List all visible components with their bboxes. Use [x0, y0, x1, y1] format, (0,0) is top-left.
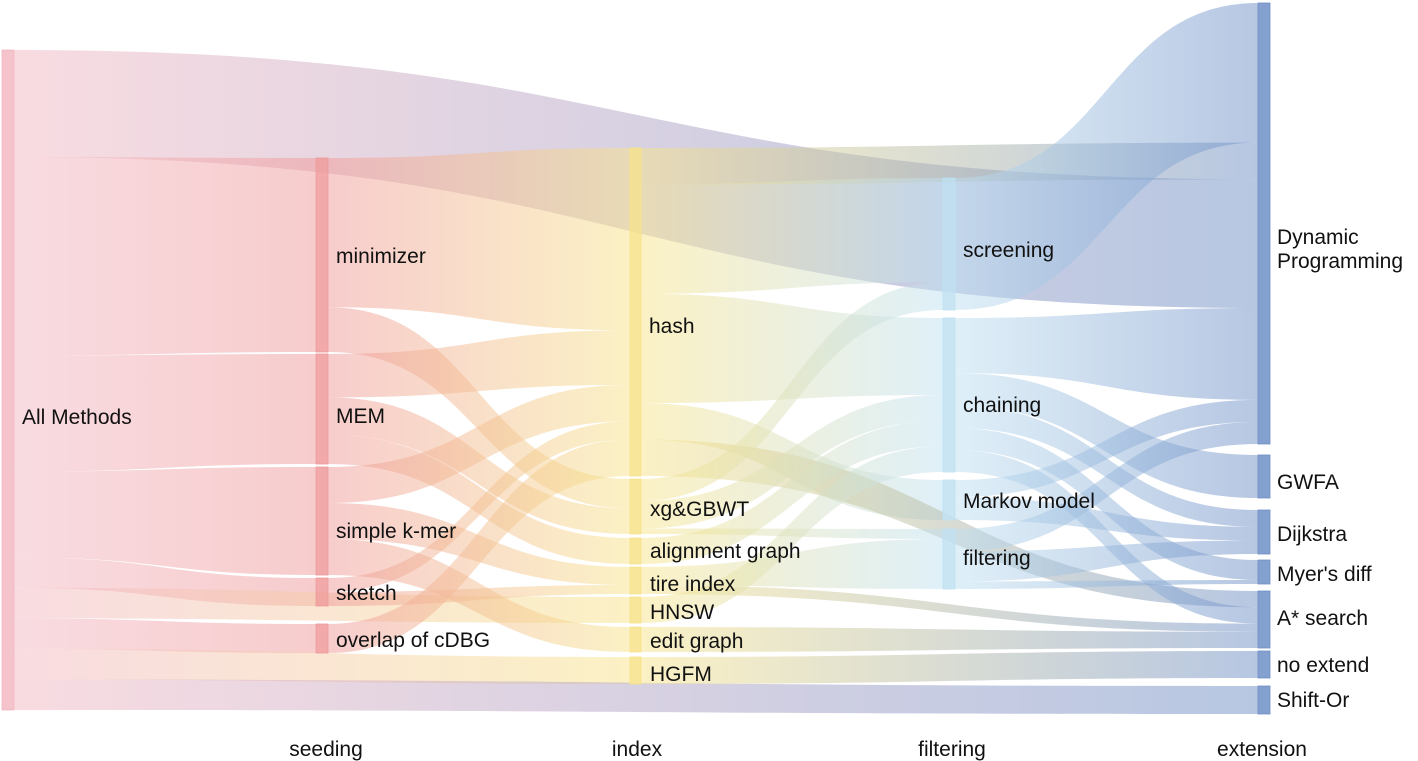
sankey-nodes — [1, 2, 1271, 715]
node-label-hnsw: HNSW — [650, 601, 714, 624]
node-label-sketch: sketch — [336, 582, 397, 605]
link-hash-to-screening — [641, 178, 943, 294]
node-markov — [942, 479, 956, 521]
node-noext — [1257, 650, 1271, 679]
node-gwfa — [1257, 454, 1271, 499]
node-alig — [629, 537, 642, 565]
node-label-myers: Myer's diff — [1277, 563, 1372, 586]
link-markov-to-dijkstra — [955, 497, 1258, 541]
link-all-to-mem — [14, 354, 316, 472]
node-label-minimizer: minimizer — [336, 245, 426, 268]
link-simple-to-hash — [328, 384, 630, 503]
link-chaining-to-astar — [955, 450, 1258, 624]
link-mem-to-hash — [328, 330, 630, 398]
link-tire-to-astar — [641, 585, 1258, 632]
link-filtering-to-dijkstra — [955, 540, 1258, 582]
node-label-screening: screening — [963, 239, 1054, 262]
link-chaining-to-dijkstra — [955, 406, 1258, 527]
link-edit-to-astar — [641, 627, 1258, 652]
link-hnsw-to-chaining — [641, 446, 943, 623]
node-label-shiftor: Shift-Or — [1277, 689, 1349, 712]
link-alig-to-chaining — [641, 420, 943, 564]
link-markov-to-dp — [955, 399, 1258, 498]
link-filtering-to-myers — [955, 580, 1258, 589]
link-hgfm-to-noext — [641, 651, 1258, 684]
node-shiftor — [1257, 685, 1271, 715]
node-mem — [315, 353, 329, 465]
node-label-filtering: filtering — [963, 547, 1031, 570]
link-xg-to-chaining — [641, 395, 943, 529]
link-chaining-to-gwfa — [955, 373, 1258, 498]
node-myers — [1257, 559, 1271, 585]
link-cdbg-to-hash — [328, 439, 630, 653]
node-xg — [629, 478, 642, 535]
node-all — [1, 49, 15, 711]
node-filtering — [942, 528, 956, 590]
node-minimizer — [315, 157, 329, 353]
node-label-markov: Markov model — [963, 490, 1095, 513]
node-label-tire: tire index — [650, 573, 736, 596]
link-minimizer-to-hash — [328, 148, 630, 331]
sankey-labels: All Methods minimizer MEM simple k-mer sketc… — [22, 226, 1403, 712]
link-all-to-minimizer — [14, 156, 316, 356]
node-label-mem: MEM — [336, 405, 385, 428]
node-label-astar: A* search — [1277, 607, 1368, 630]
node-chaining — [942, 317, 956, 473]
link-all-to-hgfm — [14, 648, 630, 684]
node-tire — [629, 566, 642, 595]
node-label-noext: no extend — [1277, 654, 1369, 677]
node-label-gwfa: GWFA — [1277, 471, 1339, 494]
link-all-to-cdbg — [14, 618, 316, 653]
link-mem-to-xg — [328, 397, 630, 534]
node-sketch — [315, 577, 329, 607]
node-label-alig: alignment graph — [650, 540, 801, 563]
stage-labels: seeding index filtering extension — [289, 738, 1307, 761]
node-cdbg — [315, 623, 329, 654]
node-label-chaining: chaining — [963, 394, 1041, 417]
node-label-cdbg: overlap of cDBG — [336, 629, 490, 652]
link-sketch-to-hash — [328, 421, 630, 592]
stage-label-filtering: filtering — [918, 738, 986, 761]
stage-label-extension: extension — [1217, 738, 1307, 761]
link-all-to-simple — [14, 467, 316, 575]
node-label-edit: edit graph — [650, 630, 743, 653]
node-screening — [942, 177, 956, 311]
node-dijkstra — [1257, 509, 1271, 555]
link-chaining-to-dp — [955, 308, 1258, 400]
link-xg-to-screening — [641, 282, 943, 501]
link-all-to-shiftor — [14, 679, 1258, 714]
node-hash — [629, 147, 642, 477]
node-dp — [1257, 2, 1271, 445]
node-simple — [315, 466, 329, 576]
node-label-xg: xg&GBWT — [650, 498, 749, 521]
node-hnsw — [629, 596, 642, 624]
node-label-hgfm: HGFM — [650, 663, 712, 686]
node-label-dijkstra: Dijkstra — [1277, 523, 1347, 546]
stage-label-seeding: seeding — [289, 738, 363, 761]
node-label-hash: hash — [649, 315, 695, 338]
node-edit — [629, 626, 642, 653]
link-screening-to-dp — [955, 3, 1258, 310]
node-astar — [1257, 590, 1271, 649]
sankey-links — [14, 3, 1258, 714]
node-label-dp: Dynamic Programming — [1277, 226, 1403, 273]
stage-label-index: index — [612, 738, 663, 761]
link-tire-to-filtering — [641, 539, 943, 589]
link-filtering-to-dp — [955, 421, 1258, 552]
node-label-all: All Methods — [22, 406, 132, 429]
node-hgfm — [629, 656, 642, 685]
link-sketch-to-tire — [328, 585, 630, 606]
node-label-simple: simple k-mer — [336, 520, 456, 543]
link-chaining-to-myers — [955, 428, 1258, 580]
